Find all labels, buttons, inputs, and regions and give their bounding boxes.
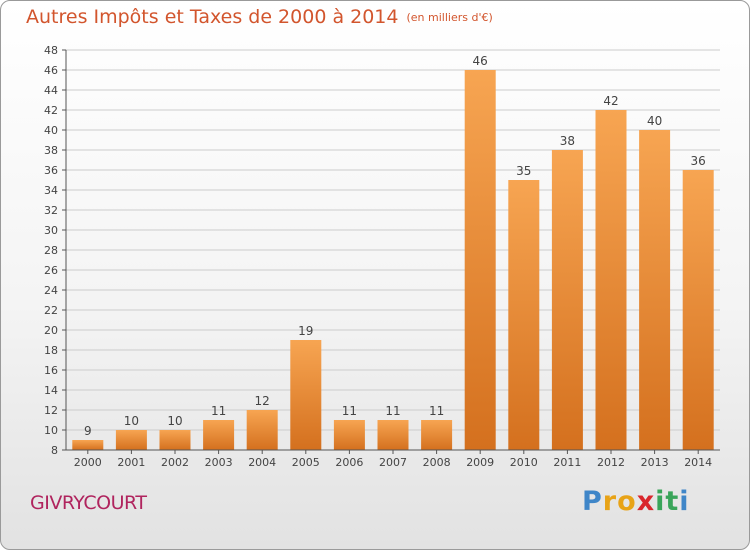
logo-letter: o bbox=[617, 486, 637, 517]
bar bbox=[421, 420, 453, 450]
x-tick-label: 2014 bbox=[684, 456, 712, 469]
y-tick-label: 48 bbox=[44, 44, 58, 57]
x-tick-label: 2003 bbox=[205, 456, 233, 469]
y-tick-label: 18 bbox=[44, 344, 58, 357]
y-tick-label: 12 bbox=[44, 404, 58, 417]
logo-letter: r bbox=[602, 486, 618, 517]
x-tick-label: 2000 bbox=[74, 456, 102, 469]
y-tick-label: 16 bbox=[44, 364, 58, 377]
proxiti-logo: Proxiti bbox=[582, 486, 690, 517]
bar bbox=[551, 150, 583, 450]
bar bbox=[333, 420, 365, 450]
bar bbox=[595, 110, 627, 450]
bar bbox=[682, 170, 714, 450]
y-tick-label: 24 bbox=[44, 284, 58, 297]
bar-value-label: 11 bbox=[211, 404, 226, 418]
x-tick-label: 2009 bbox=[466, 456, 494, 469]
y-tick-label: 40 bbox=[44, 124, 58, 137]
y-tick-label: 28 bbox=[44, 244, 58, 257]
y-tick-label: 20 bbox=[44, 324, 58, 337]
bar-value-label: 46 bbox=[473, 54, 488, 68]
bar-value-label: 9 bbox=[84, 424, 92, 438]
y-tick-label: 26 bbox=[44, 264, 58, 277]
x-tick-label: 2001 bbox=[117, 456, 145, 469]
bar bbox=[246, 410, 278, 450]
y-tick-label: 14 bbox=[44, 384, 58, 397]
y-tick-label: 10 bbox=[44, 424, 58, 437]
bar bbox=[159, 430, 191, 450]
logo-letter: P bbox=[582, 486, 603, 517]
logo-letter: i bbox=[655, 486, 666, 517]
x-tick-label: 2004 bbox=[248, 456, 276, 469]
x-tick-label: 2005 bbox=[292, 456, 320, 469]
bar bbox=[203, 420, 235, 450]
logo-letter: t bbox=[665, 486, 680, 517]
bar bbox=[639, 130, 671, 450]
bar-value-label: 11 bbox=[429, 404, 444, 418]
y-tick-label: 34 bbox=[44, 184, 58, 197]
chart-title: Autres Impôts et Taxes de 2000 à 2014 (en… bbox=[26, 6, 493, 28]
bar-value-label: 12 bbox=[255, 394, 270, 408]
bar-value-label: 10 bbox=[167, 414, 182, 428]
bar bbox=[464, 70, 496, 450]
x-tick-label: 2006 bbox=[335, 456, 363, 469]
bar-value-label: 11 bbox=[342, 404, 357, 418]
x-tick-label: 2008 bbox=[423, 456, 451, 469]
bar-value-label: 38 bbox=[560, 134, 575, 148]
bar-value-label: 11 bbox=[385, 404, 400, 418]
town-name: GIVRYCOURT bbox=[30, 492, 147, 514]
bar-value-label: 40 bbox=[647, 114, 662, 128]
x-tick-label: 2011 bbox=[553, 456, 581, 469]
y-tick-label: 38 bbox=[44, 144, 58, 157]
bar bbox=[508, 180, 540, 450]
y-tick-label: 22 bbox=[44, 304, 58, 317]
logo-letter: i bbox=[679, 486, 690, 517]
chart-title-text: Autres Impôts et Taxes de 2000 à 2014 bbox=[26, 6, 399, 28]
bar-value-label: 19 bbox=[298, 324, 313, 338]
y-tick-label: 8 bbox=[51, 444, 58, 457]
y-tick-label: 30 bbox=[44, 224, 58, 237]
x-tick-label: 2013 bbox=[641, 456, 669, 469]
bar bbox=[115, 430, 147, 450]
x-tick-label: 2002 bbox=[161, 456, 189, 469]
y-tick-label: 36 bbox=[44, 164, 58, 177]
x-tick-label: 2007 bbox=[379, 456, 407, 469]
y-tick-label: 46 bbox=[44, 64, 58, 77]
chart-unit-note: (en milliers d'€) bbox=[406, 11, 493, 24]
y-tick-label: 32 bbox=[44, 204, 58, 217]
x-tick-label: 2010 bbox=[510, 456, 538, 469]
bar bbox=[377, 420, 409, 450]
y-tick-label: 42 bbox=[44, 104, 58, 117]
bar bbox=[72, 440, 104, 450]
x-tick-label: 2012 bbox=[597, 456, 625, 469]
bar-value-label: 35 bbox=[516, 164, 531, 178]
y-tick-label: 44 bbox=[44, 84, 58, 97]
bar-value-label: 10 bbox=[124, 414, 139, 428]
bar-value-label: 36 bbox=[691, 154, 706, 168]
bar-value-label: 42 bbox=[603, 94, 618, 108]
logo-letter: x bbox=[636, 486, 656, 517]
bar bbox=[290, 340, 322, 450]
